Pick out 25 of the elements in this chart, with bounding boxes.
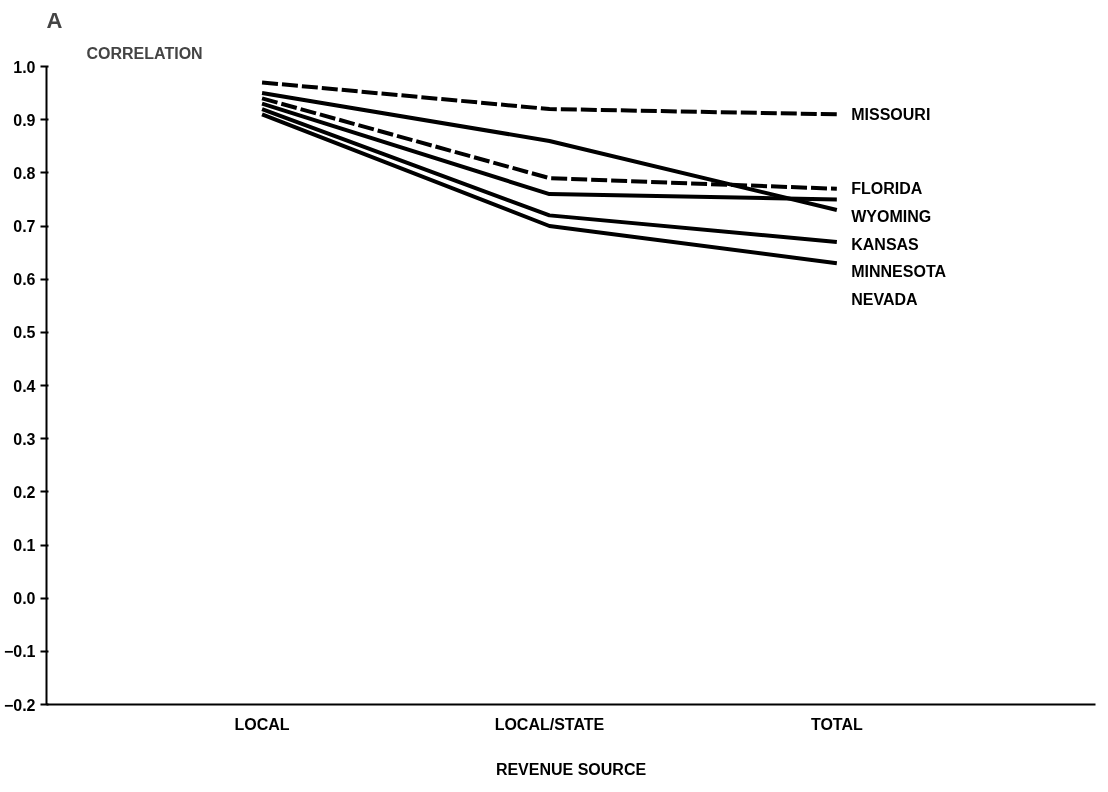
x-tick-label: LOCAL [234,715,290,733]
y-tick-label: 0.1 [13,537,36,554]
y-tick-label: 0.8 [13,164,36,182]
y-axis-title: CORRELATION [86,44,203,62]
y-tick-label: −0.1 [3,643,36,661]
chart-title: A [46,7,63,33]
y-tick-label: 0.5 [13,324,36,342]
series-label: WYOMING [851,207,932,225]
series-label: NEVADA [851,290,919,308]
x-axis-title: REVENUE SOURCE [495,760,647,778]
series-label: MINNESOTA [851,263,947,281]
y-tick-label: 0.9 [13,111,36,129]
series-label: MISSOURI [851,105,931,123]
y-tick-label: 0.4 [13,377,36,395]
y-tick-label: 0.6 [13,271,36,289]
series-label: FLORIDA [851,180,923,198]
y-tick-label: 0.0 [13,590,36,608]
x-tick-label: LOCAL/STATE [494,715,605,733]
y-tick-label: 0.3 [13,430,36,448]
x-tick-label: TOTAL [810,715,863,733]
y-tick-label: 0.7 [13,218,36,235]
y-tick-label: −0.2 [3,696,36,714]
y-tick-label: 0.2 [13,483,36,501]
series-label: KANSAS [851,235,920,253]
y-tick-label: 1.0 [13,58,36,76]
